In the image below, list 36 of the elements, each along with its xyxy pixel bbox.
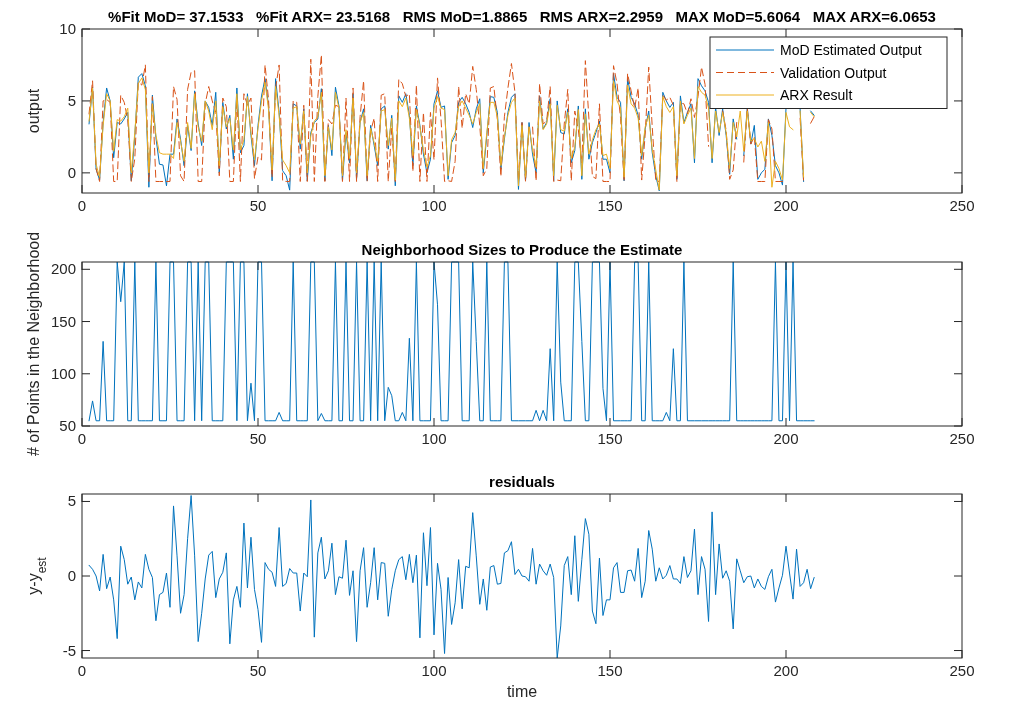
chart-title: residuals <box>489 473 555 490</box>
x-tick-label: 200 <box>773 197 799 214</box>
x-tick-label: 50 <box>249 662 267 679</box>
y-tick-label: 50 <box>59 417 76 434</box>
x-tick-label: 100 <box>421 197 447 214</box>
y-tick-label: 200 <box>50 260 76 278</box>
x-tick-label: 200 <box>773 662 799 679</box>
x-tick-label: 100 <box>421 662 447 679</box>
y-tick-label: 10 <box>59 20 76 37</box>
line-series <box>88 494 815 659</box>
x-tick-label: 250 <box>949 662 975 679</box>
legend-label: MoD Estimated Output <box>780 42 922 58</box>
y-tick-label: 5 <box>67 91 76 109</box>
x-tick-label: 200 <box>773 430 799 447</box>
chart-title: %Fit MoD= 37.1533 %Fit ARX= 23.5168 RMS MoD=1.8865 RMS ARX=2.2959 MAX MoD=5.6064 MAX ARX=6.0653 <box>108 8 936 25</box>
x-tick-label: 250 <box>949 197 975 214</box>
legend-label: Validation Output <box>780 64 887 81</box>
y-tick-label: 100 <box>50 364 76 382</box>
x-tick-label: 150 <box>597 430 623 447</box>
x-tick-label: 150 <box>597 662 623 679</box>
y-tick-label: -5 <box>62 641 76 659</box>
x-tick-label: 50 <box>249 197 267 214</box>
line-series <box>88 261 815 422</box>
legend-label: ARX Result <box>780 87 853 103</box>
x-tick-label: 250 <box>949 430 975 447</box>
x-axis-title: time <box>506 683 538 700</box>
y-tick-label: 150 <box>50 312 76 330</box>
y-tick-label: 0 <box>67 163 76 181</box>
chart-title: Neighborhood Sizes to Produce the Estimate <box>361 241 683 258</box>
y-axis-title: output <box>25 88 42 134</box>
x-tick-label: 150 <box>597 197 623 214</box>
y-tick-label: 5 <box>67 492 76 510</box>
x-tick-label: 50 <box>249 430 267 447</box>
y-tick-label: 0 <box>67 567 76 584</box>
y-axis-title: # of Points in the Neighborhood <box>25 231 42 457</box>
x-tick-label: 100 <box>421 430 447 447</box>
